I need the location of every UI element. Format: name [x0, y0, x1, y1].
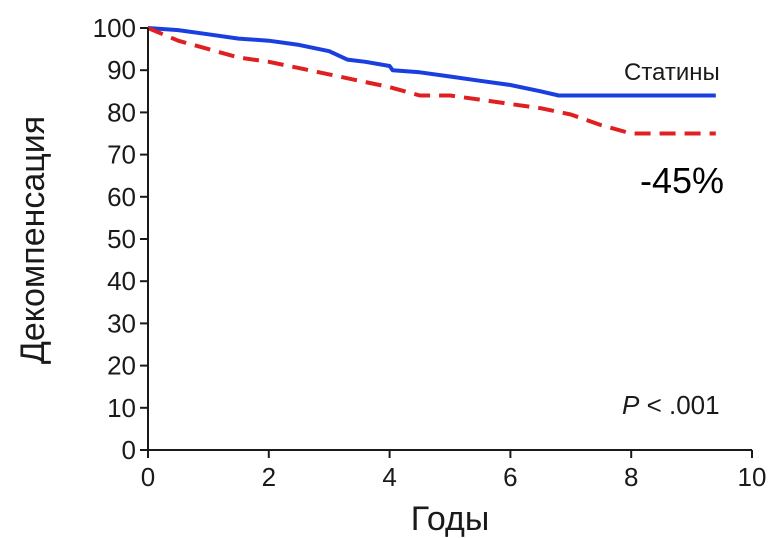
y-tick-label: 60 — [107, 182, 136, 212]
y-tick-label: 0 — [122, 435, 136, 465]
y-axis-ticks: 0 10 20 30 40 50 60 70 80 90 100 — [93, 13, 148, 465]
y-tick-label: 50 — [107, 224, 136, 254]
x-tick-label: 4 — [382, 462, 396, 492]
y-tick-label: 70 — [107, 140, 136, 170]
series-layer — [147, 26, 716, 136]
y-axis-title: Декомпенсация — [14, 116, 52, 364]
p-value-annotation: P < .001 — [622, 390, 720, 420]
y-tick-label: 40 — [107, 266, 136, 296]
statins-series-line — [147, 26, 716, 98]
y-tick-label: 100 — [93, 13, 136, 43]
x-tick-label: 0 — [141, 462, 155, 492]
p-value-symbol: P — [622, 390, 640, 420]
x-tick-label: 6 — [503, 462, 517, 492]
x-axis-title: Годы — [411, 500, 490, 538]
y-tick-label: 20 — [107, 351, 136, 381]
x-tick-label: 10 — [738, 462, 767, 492]
y-tick-label: 80 — [107, 97, 136, 127]
x-tick-label: 8 — [624, 462, 638, 492]
reduction-annotation: -45% — [640, 160, 724, 201]
y-tick-label: 10 — [107, 393, 136, 423]
y-tick-label: 30 — [107, 308, 136, 338]
statins-series-label: Статины — [624, 59, 720, 86]
x-tick-label: 2 — [262, 462, 276, 492]
x-axis-ticks: 0 2 4 6 8 10 — [141, 450, 767, 492]
p-value-text: < .001 — [639, 390, 719, 420]
control-series-line — [147, 26, 716, 136]
y-tick-label: 90 — [107, 55, 136, 85]
